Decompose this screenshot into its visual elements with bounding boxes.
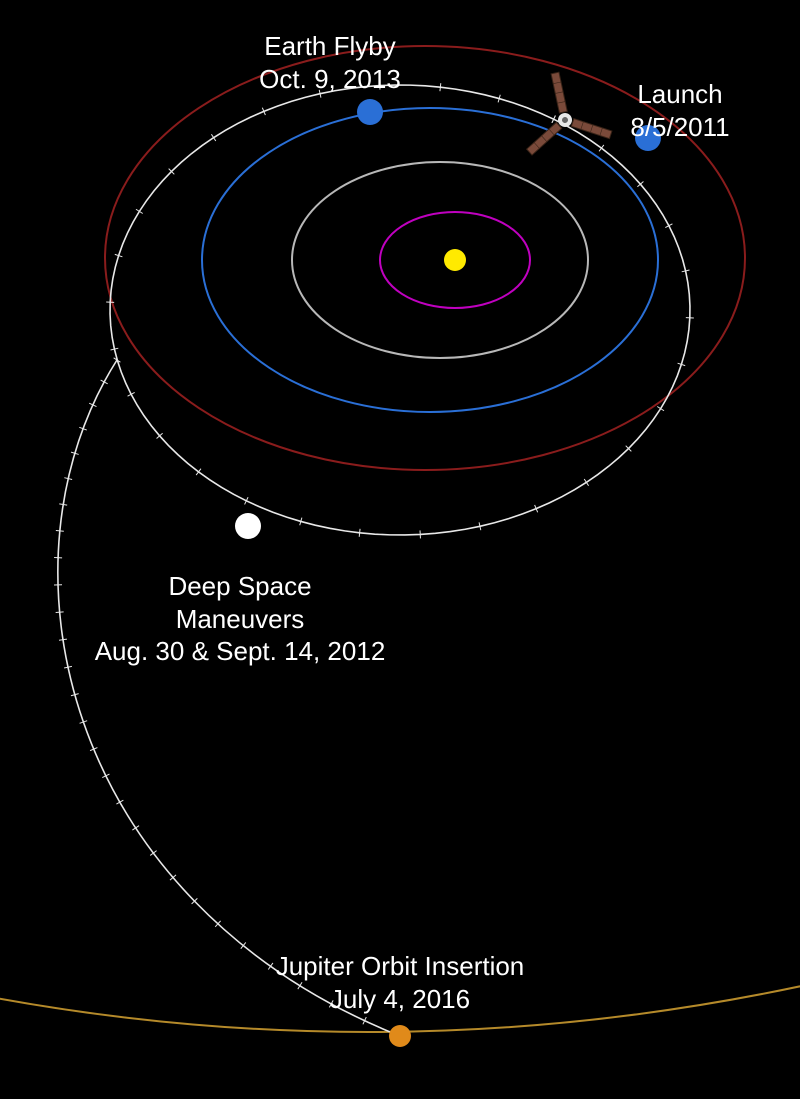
sun-icon <box>444 249 466 271</box>
label-joi-title: Jupiter Orbit Insertion <box>276 950 525 983</box>
label-jupiter-orbit-insertion: Jupiter Orbit Insertion July 4, 2016 <box>276 950 525 1015</box>
label-dsm-date: Aug. 30 & Sept. 14, 2012 <box>95 635 386 668</box>
marker-jupiter-orbit-insertion <box>389 1025 411 1047</box>
marker-deep-space-maneuvers <box>235 513 261 539</box>
label-launch: Launch 8/5/2011 <box>630 78 729 143</box>
marker-earth-flyby <box>357 99 383 125</box>
label-joi-date: July 4, 2016 <box>276 983 525 1016</box>
label-deep-space-maneuvers: Deep Space Maneuvers Aug. 30 & Sept. 14,… <box>95 570 386 668</box>
label-dsm-title1: Deep Space <box>95 570 386 603</box>
label-launch-date: 8/5/2011 <box>630 111 729 144</box>
trajectory-diagram <box>0 0 800 1099</box>
label-earth-flyby-date: Oct. 9, 2013 <box>259 63 401 96</box>
label-launch-title: Launch <box>630 78 729 111</box>
label-earth-flyby: Earth Flyby Oct. 9, 2013 <box>259 30 401 95</box>
label-dsm-title2: Maneuvers <box>95 603 386 636</box>
label-earth-flyby-title: Earth Flyby <box>259 30 401 63</box>
